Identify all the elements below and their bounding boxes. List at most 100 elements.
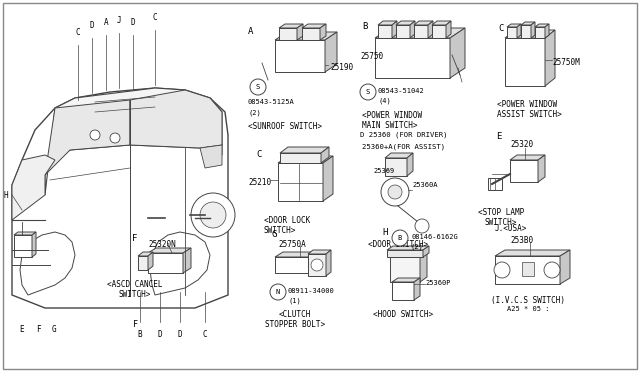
- Polygon shape: [278, 156, 333, 163]
- Polygon shape: [308, 254, 326, 276]
- Text: C: C: [256, 150, 261, 159]
- Polygon shape: [505, 30, 555, 38]
- Polygon shape: [138, 252, 153, 256]
- Text: S: S: [256, 84, 260, 90]
- Circle shape: [388, 185, 402, 199]
- Text: E: E: [496, 132, 501, 141]
- Text: C: C: [203, 330, 207, 339]
- Polygon shape: [148, 248, 191, 253]
- Text: (1): (1): [288, 298, 301, 305]
- Polygon shape: [150, 232, 210, 295]
- Polygon shape: [545, 30, 555, 86]
- Polygon shape: [297, 24, 303, 40]
- Polygon shape: [275, 40, 325, 72]
- Text: J: J: [116, 16, 122, 25]
- Text: 25210: 25210: [248, 178, 271, 187]
- Polygon shape: [325, 32, 337, 72]
- Polygon shape: [392, 21, 397, 38]
- Text: F: F: [36, 325, 40, 334]
- Text: C: C: [498, 24, 504, 33]
- Polygon shape: [378, 25, 392, 38]
- Text: D: D: [157, 330, 163, 339]
- Polygon shape: [200, 145, 222, 168]
- Text: 25190: 25190: [330, 63, 353, 72]
- Text: 25360+A(FOR ASSIST): 25360+A(FOR ASSIST): [362, 143, 445, 150]
- Polygon shape: [396, 21, 415, 25]
- Text: 08543-51042: 08543-51042: [378, 88, 425, 94]
- Polygon shape: [387, 246, 429, 250]
- Text: D 25360 (FOR DRIVER): D 25360 (FOR DRIVER): [360, 132, 447, 138]
- Polygon shape: [279, 28, 297, 40]
- Polygon shape: [521, 22, 535, 25]
- Circle shape: [250, 79, 266, 95]
- Polygon shape: [148, 253, 183, 273]
- Polygon shape: [510, 160, 538, 182]
- Text: S: S: [255, 84, 259, 90]
- Text: SWITCH>: SWITCH>: [264, 226, 296, 235]
- Polygon shape: [302, 28, 320, 40]
- Text: A: A: [248, 27, 253, 36]
- Circle shape: [381, 178, 409, 206]
- Text: <CLUTCH: <CLUTCH: [279, 310, 311, 319]
- Polygon shape: [326, 250, 331, 276]
- Text: D: D: [90, 21, 94, 30]
- Polygon shape: [323, 156, 333, 201]
- Polygon shape: [375, 28, 465, 38]
- Text: <ASCD CANCEL: <ASCD CANCEL: [108, 280, 163, 289]
- Text: G: G: [272, 230, 277, 239]
- Circle shape: [494, 262, 510, 278]
- Circle shape: [544, 262, 560, 278]
- Text: <POWER WINDOW: <POWER WINDOW: [362, 111, 422, 120]
- Polygon shape: [450, 28, 465, 78]
- Polygon shape: [390, 252, 427, 257]
- Text: S: S: [366, 89, 370, 95]
- Polygon shape: [148, 252, 153, 270]
- Polygon shape: [375, 38, 450, 78]
- Polygon shape: [320, 24, 326, 40]
- Text: SWITCH>: SWITCH>: [119, 290, 151, 299]
- Circle shape: [14, 235, 80, 301]
- Polygon shape: [320, 252, 328, 273]
- Circle shape: [162, 247, 198, 283]
- Polygon shape: [385, 153, 413, 158]
- Polygon shape: [432, 21, 451, 25]
- Polygon shape: [385, 158, 407, 176]
- Polygon shape: [432, 25, 446, 38]
- Text: <DOOR SWITCH>: <DOOR SWITCH>: [368, 240, 428, 249]
- Polygon shape: [446, 21, 451, 38]
- Polygon shape: [428, 21, 433, 38]
- Text: <POWER WINDOW: <POWER WINDOW: [497, 100, 557, 109]
- Polygon shape: [545, 24, 549, 38]
- Text: A25 * 05 :: A25 * 05 :: [507, 306, 549, 312]
- Polygon shape: [275, 252, 328, 257]
- Circle shape: [200, 202, 226, 228]
- Text: 08543-5125A: 08543-5125A: [248, 99, 295, 105]
- Text: D: D: [178, 330, 182, 339]
- Polygon shape: [517, 24, 521, 38]
- Polygon shape: [414, 278, 420, 300]
- Polygon shape: [302, 24, 326, 28]
- Polygon shape: [278, 163, 323, 201]
- Text: E: E: [20, 325, 24, 334]
- Text: B: B: [362, 22, 367, 31]
- Polygon shape: [521, 25, 531, 38]
- Polygon shape: [507, 27, 517, 38]
- Polygon shape: [14, 232, 36, 235]
- Text: (2): (2): [411, 244, 424, 250]
- Text: 25750M: 25750M: [552, 58, 580, 67]
- Circle shape: [415, 219, 429, 233]
- Text: (I.V.C.S SWITCH): (I.V.C.S SWITCH): [491, 296, 565, 305]
- Polygon shape: [45, 100, 130, 175]
- Polygon shape: [535, 27, 545, 38]
- Text: N: N: [276, 289, 280, 295]
- Circle shape: [191, 193, 235, 237]
- Polygon shape: [423, 246, 429, 257]
- Text: 25750: 25750: [360, 52, 383, 61]
- Text: 08146-6162G: 08146-6162G: [411, 234, 458, 240]
- Text: A: A: [104, 18, 108, 27]
- Text: MAIN SWITCH>: MAIN SWITCH>: [362, 121, 417, 130]
- Text: 253B0: 253B0: [510, 236, 533, 245]
- Text: STOPPER BOLT>: STOPPER BOLT>: [265, 320, 325, 329]
- Polygon shape: [414, 25, 428, 38]
- Circle shape: [311, 259, 323, 271]
